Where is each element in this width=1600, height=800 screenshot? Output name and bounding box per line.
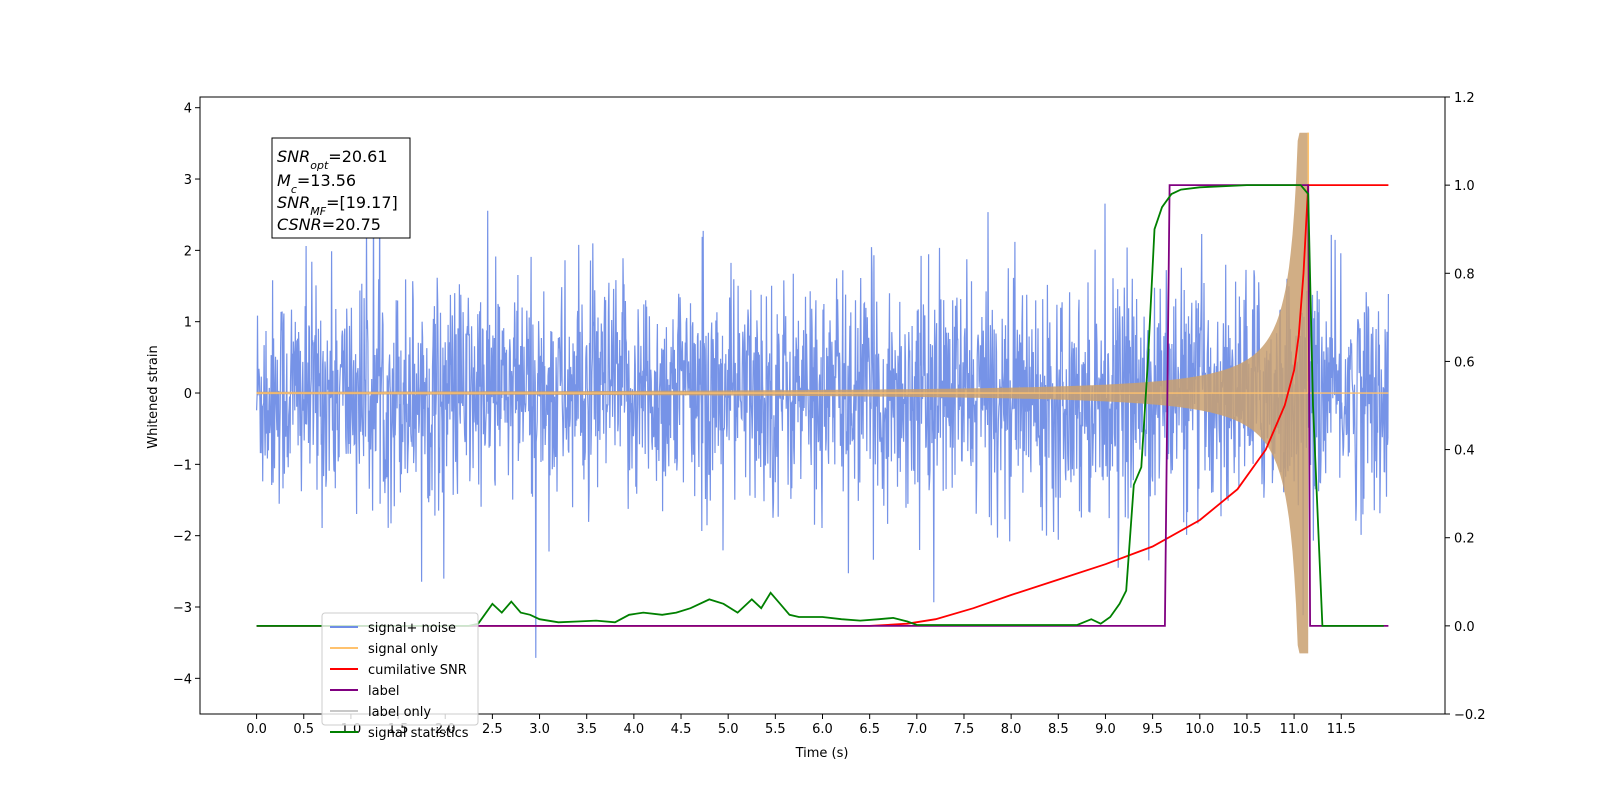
y2-tick-label: −0.2 <box>1454 708 1486 723</box>
x-tick-label: 6.5 <box>859 722 880 737</box>
x-tick-label: 8.0 <box>1001 722 1022 737</box>
csnr-line: CSNR=20.75 <box>277 215 381 234</box>
x-tick-label: 8.5 <box>1048 722 1069 737</box>
legend-label: cumilative SNR <box>368 663 467 678</box>
snr-mf-line: SNRMF=[19.17] <box>277 193 398 218</box>
y-tick-label: 0 <box>184 387 192 402</box>
x-tick-label: 1.0 <box>341 722 362 737</box>
y2-tick-label: 1.0 <box>1454 179 1475 194</box>
right-axis-series <box>256 184 1389 627</box>
signal-noise-series <box>256 181 1390 658</box>
x-tick-label: 11.5 <box>1327 722 1356 737</box>
legend-label: label only <box>368 705 431 720</box>
legend-label: label <box>368 684 399 699</box>
x-tick-label: 2.5 <box>482 722 503 737</box>
x-tick-label: 9.5 <box>1142 722 1163 737</box>
x-axis-label: Time (s) <box>795 746 849 761</box>
cumilative-snr-line <box>256 184 1389 627</box>
x-tick-label: 1.5 <box>388 722 409 737</box>
y2-tick-label: 0.4 <box>1454 444 1475 459</box>
x-tick-label: 6.0 <box>812 722 833 737</box>
x-tick-label: 11.0 <box>1280 722 1309 737</box>
x-tick-label: 10.5 <box>1232 722 1261 737</box>
stats-annotation: SNRopt=20.61 Mc=13.56 SNRMF=[19.17] CSNR… <box>271 137 411 239</box>
y-axis-label: Whitened strain <box>146 345 161 448</box>
x-tick-label: 0.5 <box>293 722 314 737</box>
x-tick-label: 10.0 <box>1185 722 1214 737</box>
y-tick-label: −4 <box>173 672 192 687</box>
signal-statistics-line <box>256 184 1384 627</box>
x-tick-label: 4.5 <box>671 722 692 737</box>
legend-label: signal only <box>368 642 438 657</box>
x-tick-label: 4.0 <box>624 722 645 737</box>
legend-label: signal statistics <box>368 726 469 741</box>
x-tick-label: 7.0 <box>906 722 927 737</box>
x-tick-label: 0.0 <box>246 722 267 737</box>
y-tick-label: 3 <box>184 173 192 188</box>
y2-tick-label: 0.2 <box>1454 532 1475 547</box>
mc-value: 13.56 <box>310 171 356 190</box>
y-tick-label: −3 <box>173 601 192 616</box>
y-tick-label: −2 <box>173 530 192 545</box>
y2-tick-label: 0.8 <box>1454 267 1475 282</box>
signal-only-series <box>256 132 1389 654</box>
legend-label: signal+ noise <box>368 621 456 636</box>
x-tick-label: 7.5 <box>954 722 975 737</box>
y2-tick-label: 0.0 <box>1454 620 1475 635</box>
y-tick-label: 1 <box>184 316 192 331</box>
y-tick-label: 2 <box>184 244 192 259</box>
x-tick-label: 2.0 <box>435 722 456 737</box>
snr-opt-value: 20.61 <box>342 147 388 166</box>
y2-tick-label: 0.6 <box>1454 355 1475 370</box>
x-tick-label: 9.0 <box>1095 722 1116 737</box>
x-tick-label: 3.0 <box>529 722 550 737</box>
y-tick-label: 4 <box>184 102 192 117</box>
legend: signal+ noise signal only cumilative SNR la… <box>321 612 479 741</box>
x-tick-label: 5.5 <box>765 722 786 737</box>
y-tick-label: −1 <box>173 458 192 473</box>
signal-noise-line <box>256 181 1390 658</box>
ticks: 0.0 0.5 1.0 1.5 2.0 2.5 3.0 3.5 4.0 4.5 5.0 5.5 6.0 6… <box>173 91 1486 737</box>
y2-tick-label: 1.2 <box>1454 91 1475 106</box>
x-tick-label: 5.0 <box>718 722 739 737</box>
csnr-value: 20.75 <box>335 215 381 234</box>
x-tick-label: 3.5 <box>576 722 597 737</box>
snr-mf-value: [19.17] <box>339 193 397 212</box>
